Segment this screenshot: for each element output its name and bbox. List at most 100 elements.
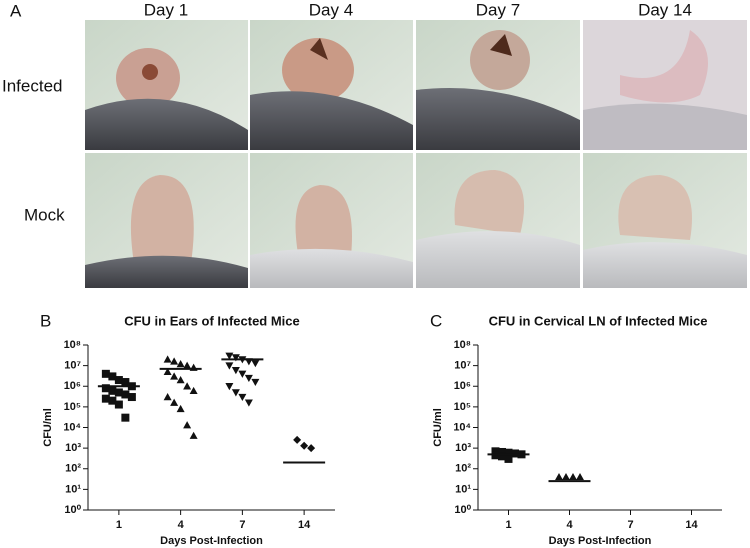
row-label: Mock	[24, 205, 65, 224]
data-point	[163, 367, 172, 376]
y-tick-label: 10⁷	[454, 360, 471, 372]
data-point	[114, 376, 123, 385]
chart-title: CFU in Cervical LN of Infected Mice	[489, 313, 708, 328]
data-point	[170, 357, 179, 365]
y-tick-label: 10¹	[455, 483, 471, 495]
data-point	[498, 452, 506, 461]
data-point	[121, 390, 130, 399]
data-point	[101, 394, 110, 403]
data-point	[225, 362, 234, 370]
data-point	[498, 447, 506, 456]
data-point	[101, 369, 110, 378]
data-point	[251, 378, 260, 387]
y-tick-label: 10⁰	[64, 504, 81, 516]
x-tick-label: 14	[298, 519, 311, 531]
x-tick-label: 4	[566, 519, 573, 531]
data-point	[504, 448, 513, 457]
data-point	[251, 360, 260, 368]
data-point	[189, 386, 198, 395]
data-point	[108, 396, 117, 405]
data-point	[231, 367, 240, 375]
data-point	[176, 376, 185, 384]
data-point	[576, 472, 584, 481]
x-axis-label: Days Post-Infection	[549, 535, 652, 547]
photo	[583, 153, 747, 288]
photos	[85, 20, 747, 288]
data-point	[114, 388, 123, 397]
data-point	[569, 472, 577, 481]
data-point	[225, 352, 234, 360]
x-tick-label: 14	[685, 519, 698, 531]
y-tick-label: 10⁵	[64, 401, 81, 413]
row-label: Infected	[2, 76, 63, 95]
data-point	[114, 400, 123, 409]
y-tick-label: 10⁴	[63, 421, 81, 433]
panel-label: B	[40, 311, 51, 330]
y-tick-label: 10²	[65, 463, 81, 475]
panel-label: A	[10, 1, 22, 20]
data-point	[555, 472, 563, 481]
panel-label: C	[430, 311, 442, 330]
y-tick-label: 10⁴	[453, 421, 471, 433]
photo	[250, 153, 413, 288]
data-point	[307, 444, 316, 453]
data-point	[176, 404, 185, 413]
column-label: Day 7	[476, 0, 520, 19]
x-axis-label: Days Post-Infection	[160, 535, 263, 547]
photo	[583, 20, 747, 150]
data-point	[238, 370, 247, 378]
x-tick-label: 4	[178, 519, 185, 531]
data-point	[121, 413, 130, 422]
data-point	[127, 393, 136, 402]
x-tick-label: 7	[239, 519, 245, 531]
y-tick-label: 10⁰	[454, 504, 471, 516]
y-tick-label: 10⁶	[64, 380, 81, 392]
data-point	[163, 393, 172, 401]
x-tick-label: 7	[627, 519, 633, 531]
column-label: Day 14	[638, 0, 692, 19]
photo	[85, 153, 248, 288]
y-axis-label: CFU/ml	[42, 408, 54, 447]
data-point	[170, 372, 179, 380]
x-tick-label: 1	[116, 519, 122, 531]
data-point	[300, 441, 309, 450]
y-tick-label: 10⁸	[454, 339, 471, 351]
photo	[250, 20, 413, 150]
x-tick-label: 1	[505, 519, 511, 531]
data-point	[244, 399, 253, 407]
data-point	[244, 374, 253, 383]
data-point	[293, 435, 302, 444]
data-point	[231, 354, 240, 362]
data-point	[163, 355, 172, 363]
data-point	[238, 393, 247, 402]
photo	[416, 20, 580, 150]
column-label: Day 4	[309, 0, 353, 19]
data-point	[504, 454, 513, 463]
y-tick-label: 10²	[455, 463, 471, 475]
y-tick-label: 10³	[455, 442, 471, 454]
column-label: Day 1	[144, 0, 188, 19]
y-tick-label: 10¹	[65, 483, 81, 495]
y-tick-label: 10⁷	[64, 360, 81, 372]
data-point	[189, 431, 198, 439]
data-point	[183, 382, 192, 390]
data-point	[121, 378, 130, 387]
data-point	[231, 389, 240, 397]
y-tick-label: 10⁶	[454, 380, 471, 392]
data-point	[101, 384, 110, 393]
data-point	[183, 361, 192, 369]
photo	[85, 20, 248, 150]
data-point	[225, 383, 234, 391]
data-point	[108, 372, 117, 381]
data-point	[108, 386, 117, 395]
y-tick-label: 10⁵	[454, 401, 471, 413]
chart-title: CFU in Ears of Infected Mice	[124, 313, 300, 328]
y-tick-label: 10³	[65, 442, 81, 454]
data-point	[170, 398, 179, 406]
y-axis-label: CFU/ml	[432, 408, 444, 447]
data-point	[562, 472, 570, 481]
data-point	[176, 359, 185, 368]
photo	[416, 153, 580, 288]
data-point	[183, 421, 192, 429]
